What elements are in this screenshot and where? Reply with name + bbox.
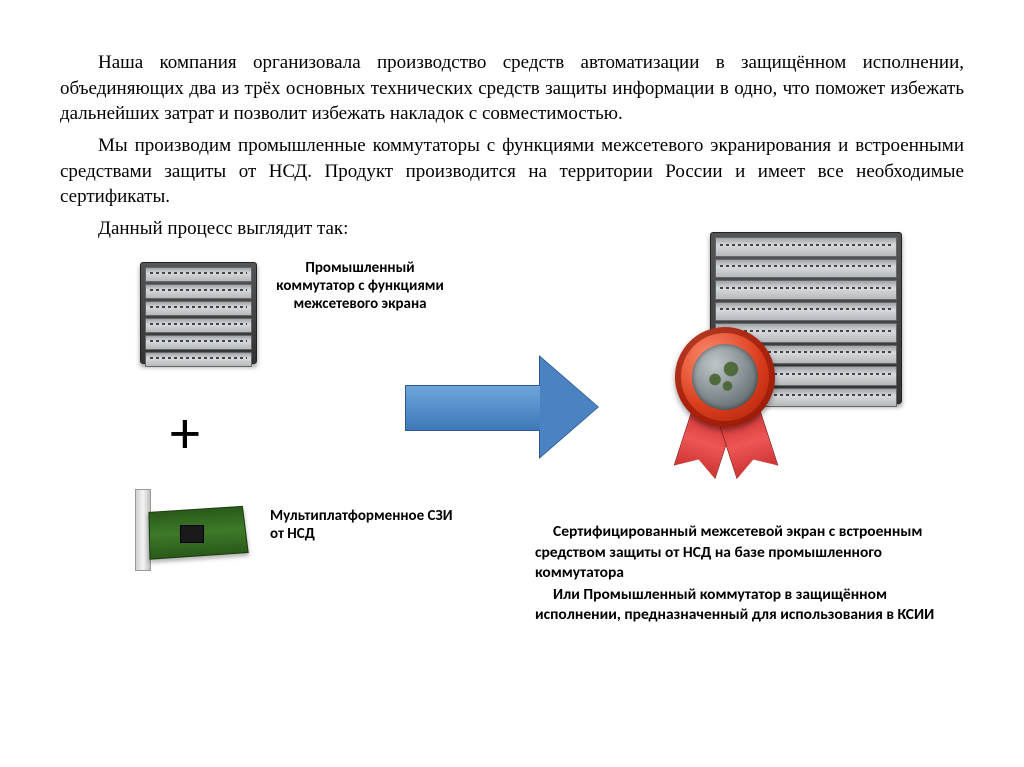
arrow-icon [405,357,605,457]
paragraph-2: Мы производим промышленные коммутаторы с… [60,133,964,210]
result-line-2: Или Промышленный коммутатор в защищённом… [535,585,955,625]
result-description: Сертифицированный межсетевой экран с вст… [535,522,955,627]
nic-label: Мультиплатформенное СЗИ от НСД [270,507,460,543]
result-line-1: Сертифицированный межсетевой экран с вст… [535,522,955,582]
nic-card-icon [135,497,255,572]
paragraph-1: Наша компания организовала производство … [60,50,964,127]
industrial-switch-icon [140,262,257,364]
certificate-seal-icon [660,327,790,477]
process-diagram: Промышленный коммутатор с функциями межс… [60,247,964,697]
switch-label: Промышленный коммутатор с функциями межс… [275,259,445,313]
plus-symbol: + [170,397,200,470]
